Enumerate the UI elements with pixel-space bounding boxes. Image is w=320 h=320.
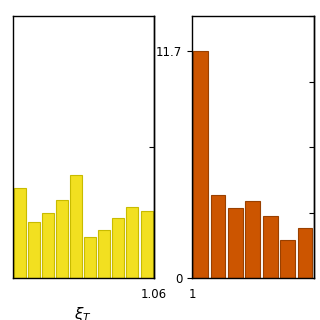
Bar <box>84 237 96 278</box>
Bar <box>14 188 26 278</box>
Bar <box>98 230 110 278</box>
Bar <box>126 207 139 278</box>
Bar <box>298 228 312 278</box>
Bar <box>263 216 277 278</box>
Bar <box>28 222 40 278</box>
Bar <box>56 200 68 278</box>
Bar <box>280 240 295 278</box>
Bar <box>70 175 82 278</box>
Bar <box>245 201 260 278</box>
Bar <box>140 211 153 278</box>
Bar <box>228 208 243 278</box>
Bar <box>42 213 54 278</box>
X-axis label: $\xi_T$: $\xi_T$ <box>74 305 92 320</box>
Bar <box>211 195 226 278</box>
Bar <box>112 219 124 278</box>
Bar <box>193 51 208 278</box>
